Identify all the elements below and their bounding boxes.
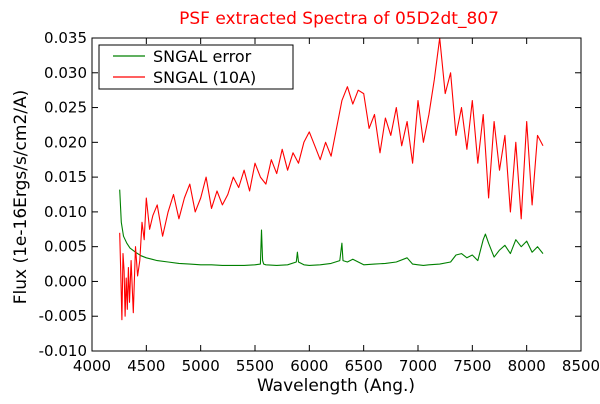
y-axis-label: Flux (1e-16Ergs/s/cm2/A): [11, 90, 31, 305]
x-axis-label: Wavelength (Ang.): [257, 376, 415, 396]
x-tick-label: 8000: [508, 357, 546, 375]
x-tick-label: 4500: [127, 357, 165, 375]
y-tick-label: -0.010: [39, 342, 87, 360]
y-tick-label: 0.010: [44, 203, 87, 221]
series-line-sngal-error: [119, 189, 544, 266]
y-tick-label: 0.015: [44, 168, 87, 186]
chart-title: PSF extracted Spectra of 05D2dt_807: [179, 9, 499, 29]
y-tick-label: -0.005: [39, 307, 87, 325]
axes-layer: 4000 4500 5000 5500 6000 6500 7000 7500 8000 8500…: [39, 29, 600, 375]
legend: SNGAL error SNGAL (10A): [98, 44, 294, 90]
y-tick-label: 0.000: [44, 272, 87, 290]
legend-label-sngal-error: SNGAL error: [153, 47, 252, 66]
x-tick-label: 7500: [453, 357, 491, 375]
y-tick-label: 0.030: [44, 64, 87, 82]
y-tick-label: 0.020: [44, 133, 87, 151]
legend-box: [98, 44, 294, 90]
x-tick-label: 6500: [345, 357, 383, 375]
x-tick-label: 8500: [562, 357, 600, 375]
y-tick-label: 0.025: [44, 99, 87, 117]
x-tick-label: 5500: [236, 357, 274, 375]
x-tick-label: 4000: [73, 357, 111, 375]
x-tick-label: 6000: [290, 357, 328, 375]
legend-label-sngal-10a: SNGAL (10A): [153, 68, 256, 87]
series-line-sngal-10a: [119, 37, 544, 321]
plot-frame: [91, 37, 582, 352]
series-layer: [119, 37, 544, 321]
x-tick-label: 5000: [182, 357, 220, 375]
x-tick-label: 7000: [399, 357, 437, 375]
y-tick-label: 0.005: [44, 238, 87, 256]
y-tick-label: 0.035: [44, 29, 87, 47]
